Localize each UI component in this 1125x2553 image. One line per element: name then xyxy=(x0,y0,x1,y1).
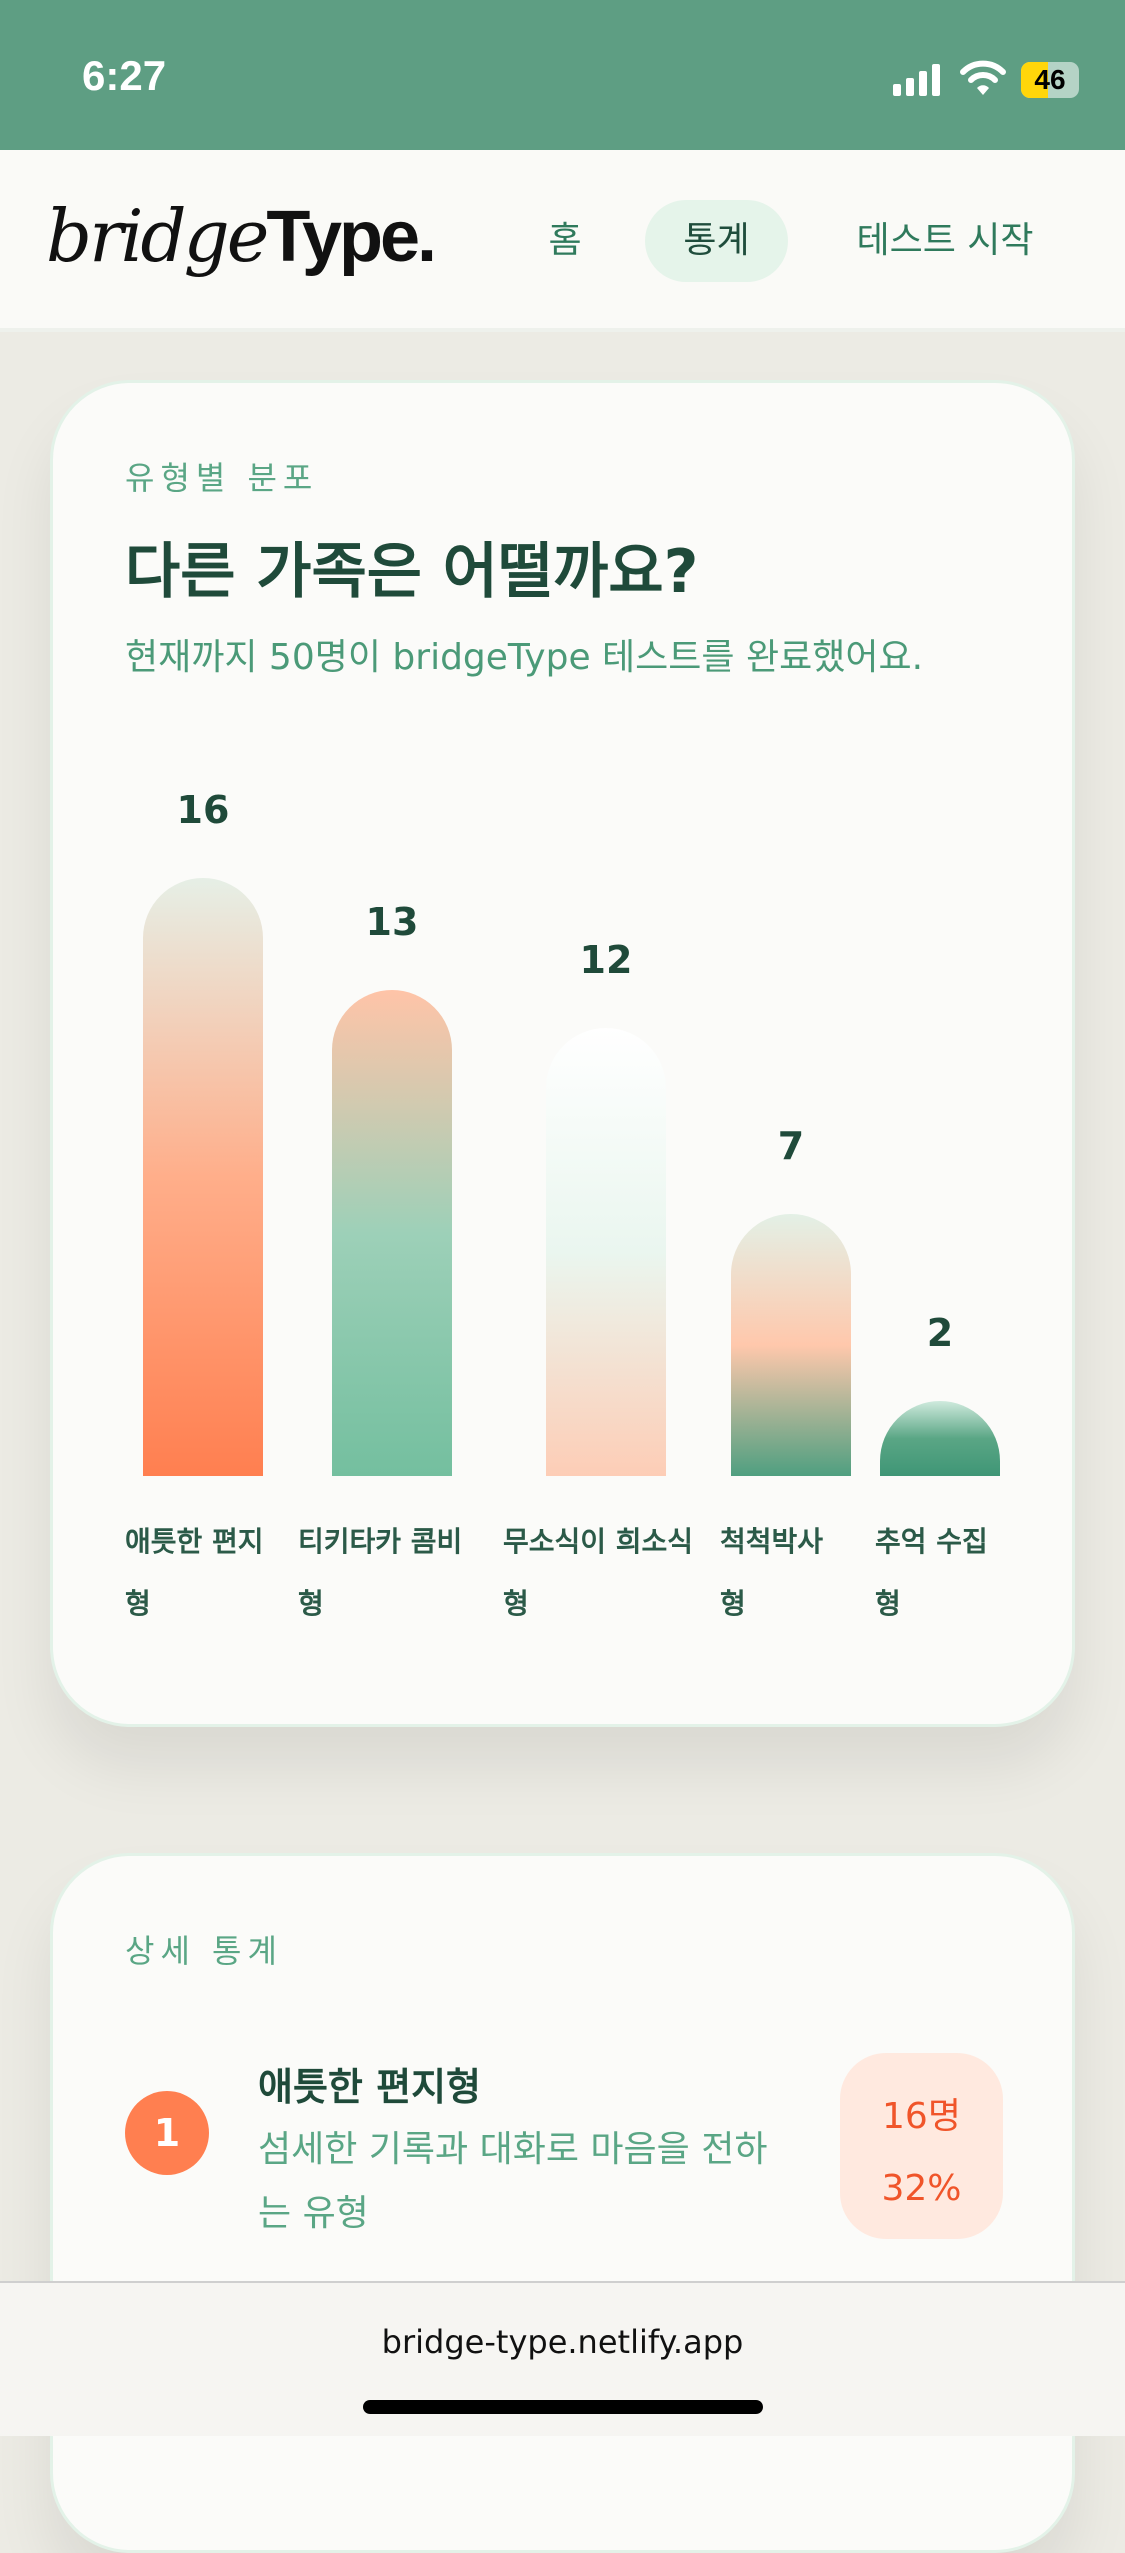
category-label-line: 애틋한 편지 xyxy=(125,1525,264,1558)
page-title: 다른 가족은 어떨까요? xyxy=(125,537,699,607)
logo[interactable]: bridgeType. xyxy=(46,194,437,278)
wifi-icon xyxy=(960,60,1006,95)
url-field[interactable]: bridge-type.netlify.app xyxy=(381,2323,744,2361)
nav-start-test[interactable]: 테스트 시작 xyxy=(856,220,1034,261)
distribution-card: 유형별 분포 다른 가족은 어떨까요? 현재까지 50명이 bridgeType… xyxy=(50,380,1075,1727)
rank-badge: 1 xyxy=(125,2091,209,2175)
browser-bar: bridge-type.netlify.app xyxy=(0,2281,1125,2436)
data-label: 12 xyxy=(579,937,633,982)
category-label-line: 척척박사 xyxy=(720,1525,824,1558)
status-bar: 6:27 46 xyxy=(0,0,1125,150)
data-label: 16 xyxy=(176,788,230,832)
section-eyebrow: 상세 통계 xyxy=(125,1932,283,1970)
category-label-line: 형 xyxy=(875,1587,901,1620)
bar xyxy=(731,1214,851,1476)
subtitle: 현재까지 50명이 bridgeType 테스트를 완료했어요. xyxy=(125,637,924,678)
details-card: 상세 통계 1 애틋한 편지형 섬세한 기록과 대화로 마음을 전하는 유형 1… xyxy=(50,1853,1075,2553)
home-indicator[interactable] xyxy=(363,2400,763,2414)
category-label-line: 형 xyxy=(503,1587,529,1620)
percent: 32% xyxy=(881,2168,962,2209)
logo-part: Type. xyxy=(266,197,437,277)
category-label-line: 형 xyxy=(298,1587,324,1620)
battery-level: 46 xyxy=(1034,64,1066,95)
type-name: 애틋한 편지형 xyxy=(258,2065,481,2109)
category-label-line: 추억 수집 xyxy=(875,1525,988,1558)
logo-part: bridge xyxy=(46,194,269,278)
category-label-line: 형 xyxy=(125,1587,151,1620)
nav-home[interactable]: 홈 xyxy=(548,220,582,261)
count-badge: 16명 32% xyxy=(840,2053,1003,2239)
site-header: bridgeType. 홈 통계 테스트 시작 xyxy=(0,150,1125,332)
cellular-signal-icon xyxy=(893,62,940,96)
clock: 6:27 xyxy=(82,52,167,99)
data-label: 7 xyxy=(777,1124,805,1169)
count: 16명 xyxy=(882,2096,961,2137)
nav-stats[interactable]: 통계 xyxy=(645,200,788,282)
bar xyxy=(332,990,452,1476)
bar xyxy=(143,878,263,1476)
type-description: 섬세한 기록과 대화로 마음을 전하는 유형 xyxy=(258,2129,768,2234)
data-label: 13 xyxy=(365,900,419,945)
category-label-line: 형 xyxy=(720,1587,746,1620)
category-label-line: 티키타카 콤비 xyxy=(298,1525,463,1558)
data-label: 2 xyxy=(926,1311,954,1356)
section-eyebrow: 유형별 분포 xyxy=(125,459,319,497)
category-label-line: 무소식이 희소식 xyxy=(503,1525,694,1558)
bar xyxy=(880,1401,1000,1476)
bar xyxy=(546,1027,666,1476)
battery-icon: 46 xyxy=(1021,62,1079,98)
